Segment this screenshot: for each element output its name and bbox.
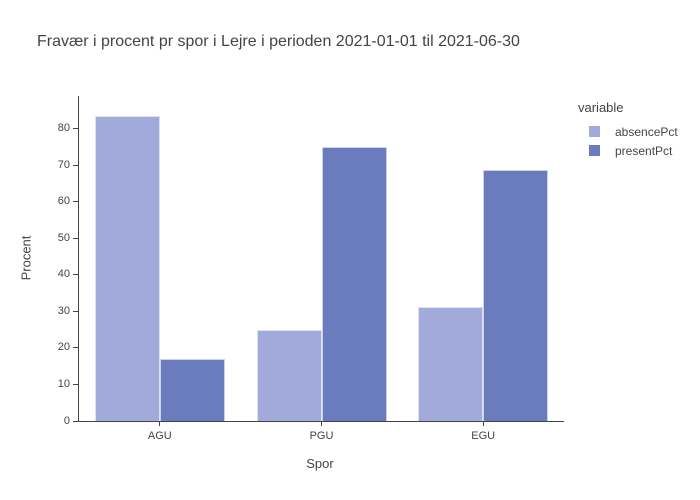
legend-swatch-presentPct — [589, 145, 600, 156]
x-tick-mark — [482, 421, 484, 426]
legend-title: variable — [578, 100, 624, 115]
plot-area: 0 10 20 30 40 50 60 70 80 AGU PGU EGU — [58, 96, 564, 442]
bar-absencePct-PGU — [256, 329, 322, 421]
y-tick-mark — [73, 420, 78, 422]
bar-absencePct-EGU — [418, 306, 484, 421]
x-axis-title: Spor — [306, 456, 334, 471]
y-tick-mark — [73, 128, 78, 130]
y-tick-mark — [73, 310, 78, 312]
y-tick-mark — [73, 164, 78, 166]
y-tick-mark — [73, 347, 78, 349]
y-tick-mark — [73, 274, 78, 276]
legend-label: absencePct — [615, 124, 678, 139]
y-tick-label: 20 — [57, 341, 70, 354]
y-tick-label: 40 — [57, 268, 70, 281]
chart-title: Fravær i procent pr spor i Lejre i perio… — [37, 33, 520, 50]
bar-absencePct-AGU — [94, 116, 160, 421]
y-tick-label: 10 — [57, 377, 70, 390]
y-tick-label: 50 — [57, 231, 70, 244]
y-tick-label: 80 — [57, 122, 70, 135]
bar-presentPct-AGU — [159, 359, 225, 421]
legend-item-presentPct[interactable]: presentPct — [578, 141, 678, 160]
x-tick-mark — [159, 421, 161, 426]
x-tick-label: EGU — [471, 430, 496, 442]
legend-items: absencePct presentPct — [578, 122, 678, 160]
y-tick-label: 0 — [63, 414, 70, 427]
bar-presentPct-EGU — [483, 170, 549, 421]
bar-presentPct-PGU — [321, 146, 387, 421]
y-tick-mark — [73, 237, 78, 239]
y-tick-mark — [73, 201, 78, 203]
legend-item-absencePct[interactable]: absencePct — [578, 122, 678, 141]
x-tick-label: PGU — [309, 430, 334, 442]
legend: variable absencePct presentPct — [578, 100, 678, 160]
y-tick-label: 30 — [57, 304, 70, 317]
x-tick-label: AGU — [147, 430, 172, 442]
y-tick-label: 70 — [57, 158, 70, 171]
legend-swatch-absencePct — [589, 126, 600, 137]
y-tick-mark — [73, 383, 78, 385]
y-tick-label: 60 — [57, 195, 70, 208]
legend-label: presentPct — [615, 143, 673, 158]
x-tick-mark — [321, 421, 322, 426]
